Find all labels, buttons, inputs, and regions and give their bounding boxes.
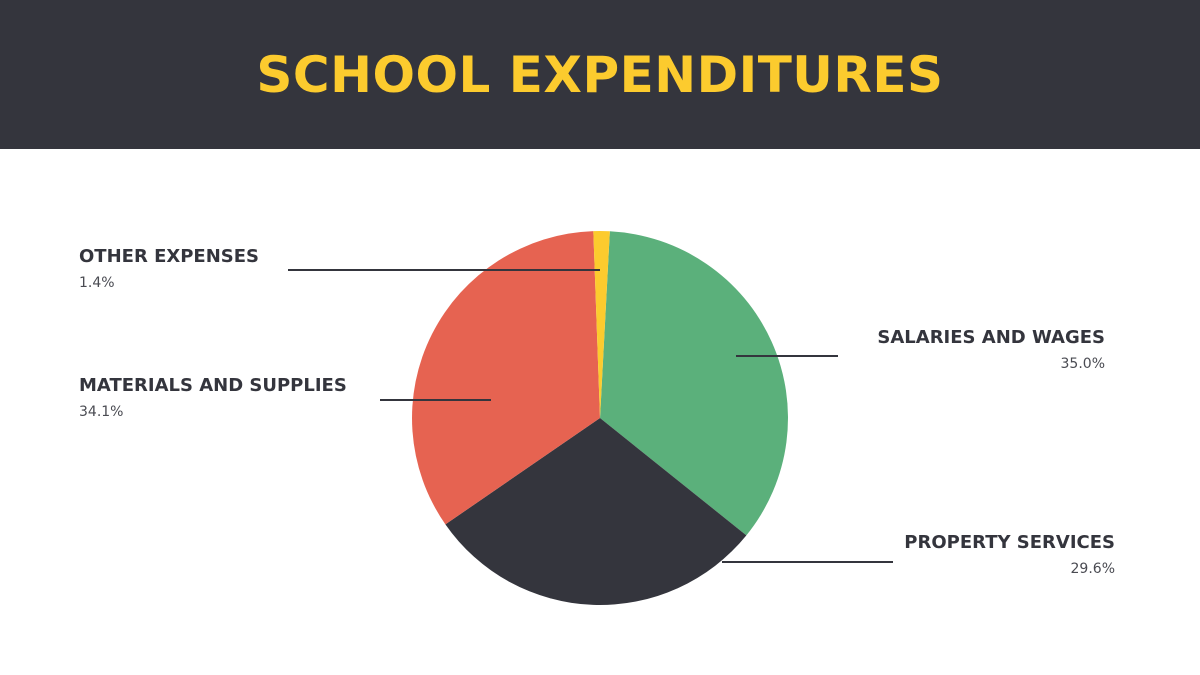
- pie-slice-salaries-and-wages: [600, 231, 788, 536]
- slice-label: SALARIES AND WAGES: [877, 327, 1105, 348]
- title-bar: SCHOOL EXPENDITURES: [0, 0, 1200, 149]
- label-salaries-and-wages: SALARIES AND WAGES 35.0%: [877, 327, 1105, 373]
- pie-slice-materials-and-supplies: [412, 231, 600, 525]
- slice-percent: 34.1%: [79, 404, 124, 420]
- label-property-services: PROPERTY SERVICES 29.6%: [904, 532, 1115, 578]
- slice-label: MATERIALS AND SUPPLIES: [79, 375, 347, 396]
- slice-percent: 29.6%: [1070, 561, 1115, 577]
- pie-slices: [412, 231, 788, 605]
- page-title: SCHOOL EXPENDITURES: [256, 45, 944, 104]
- pie-slice-other-expenses: [593, 231, 610, 418]
- pie-slice-property-services: [445, 418, 747, 605]
- slice-label: OTHER EXPENSES: [79, 246, 260, 267]
- leader-lines: [288, 269, 893, 563]
- label-other-expenses: OTHER EXPENSES 1.4%: [79, 246, 259, 292]
- slice-percent: 35.0%: [1060, 356, 1105, 372]
- label-materials-and-supplies: MATERIALS AND SUPPLIES 34.1%: [79, 375, 347, 421]
- slice-label: PROPERTY SERVICES: [904, 532, 1115, 553]
- slice-percent: 1.4%: [79, 275, 115, 291]
